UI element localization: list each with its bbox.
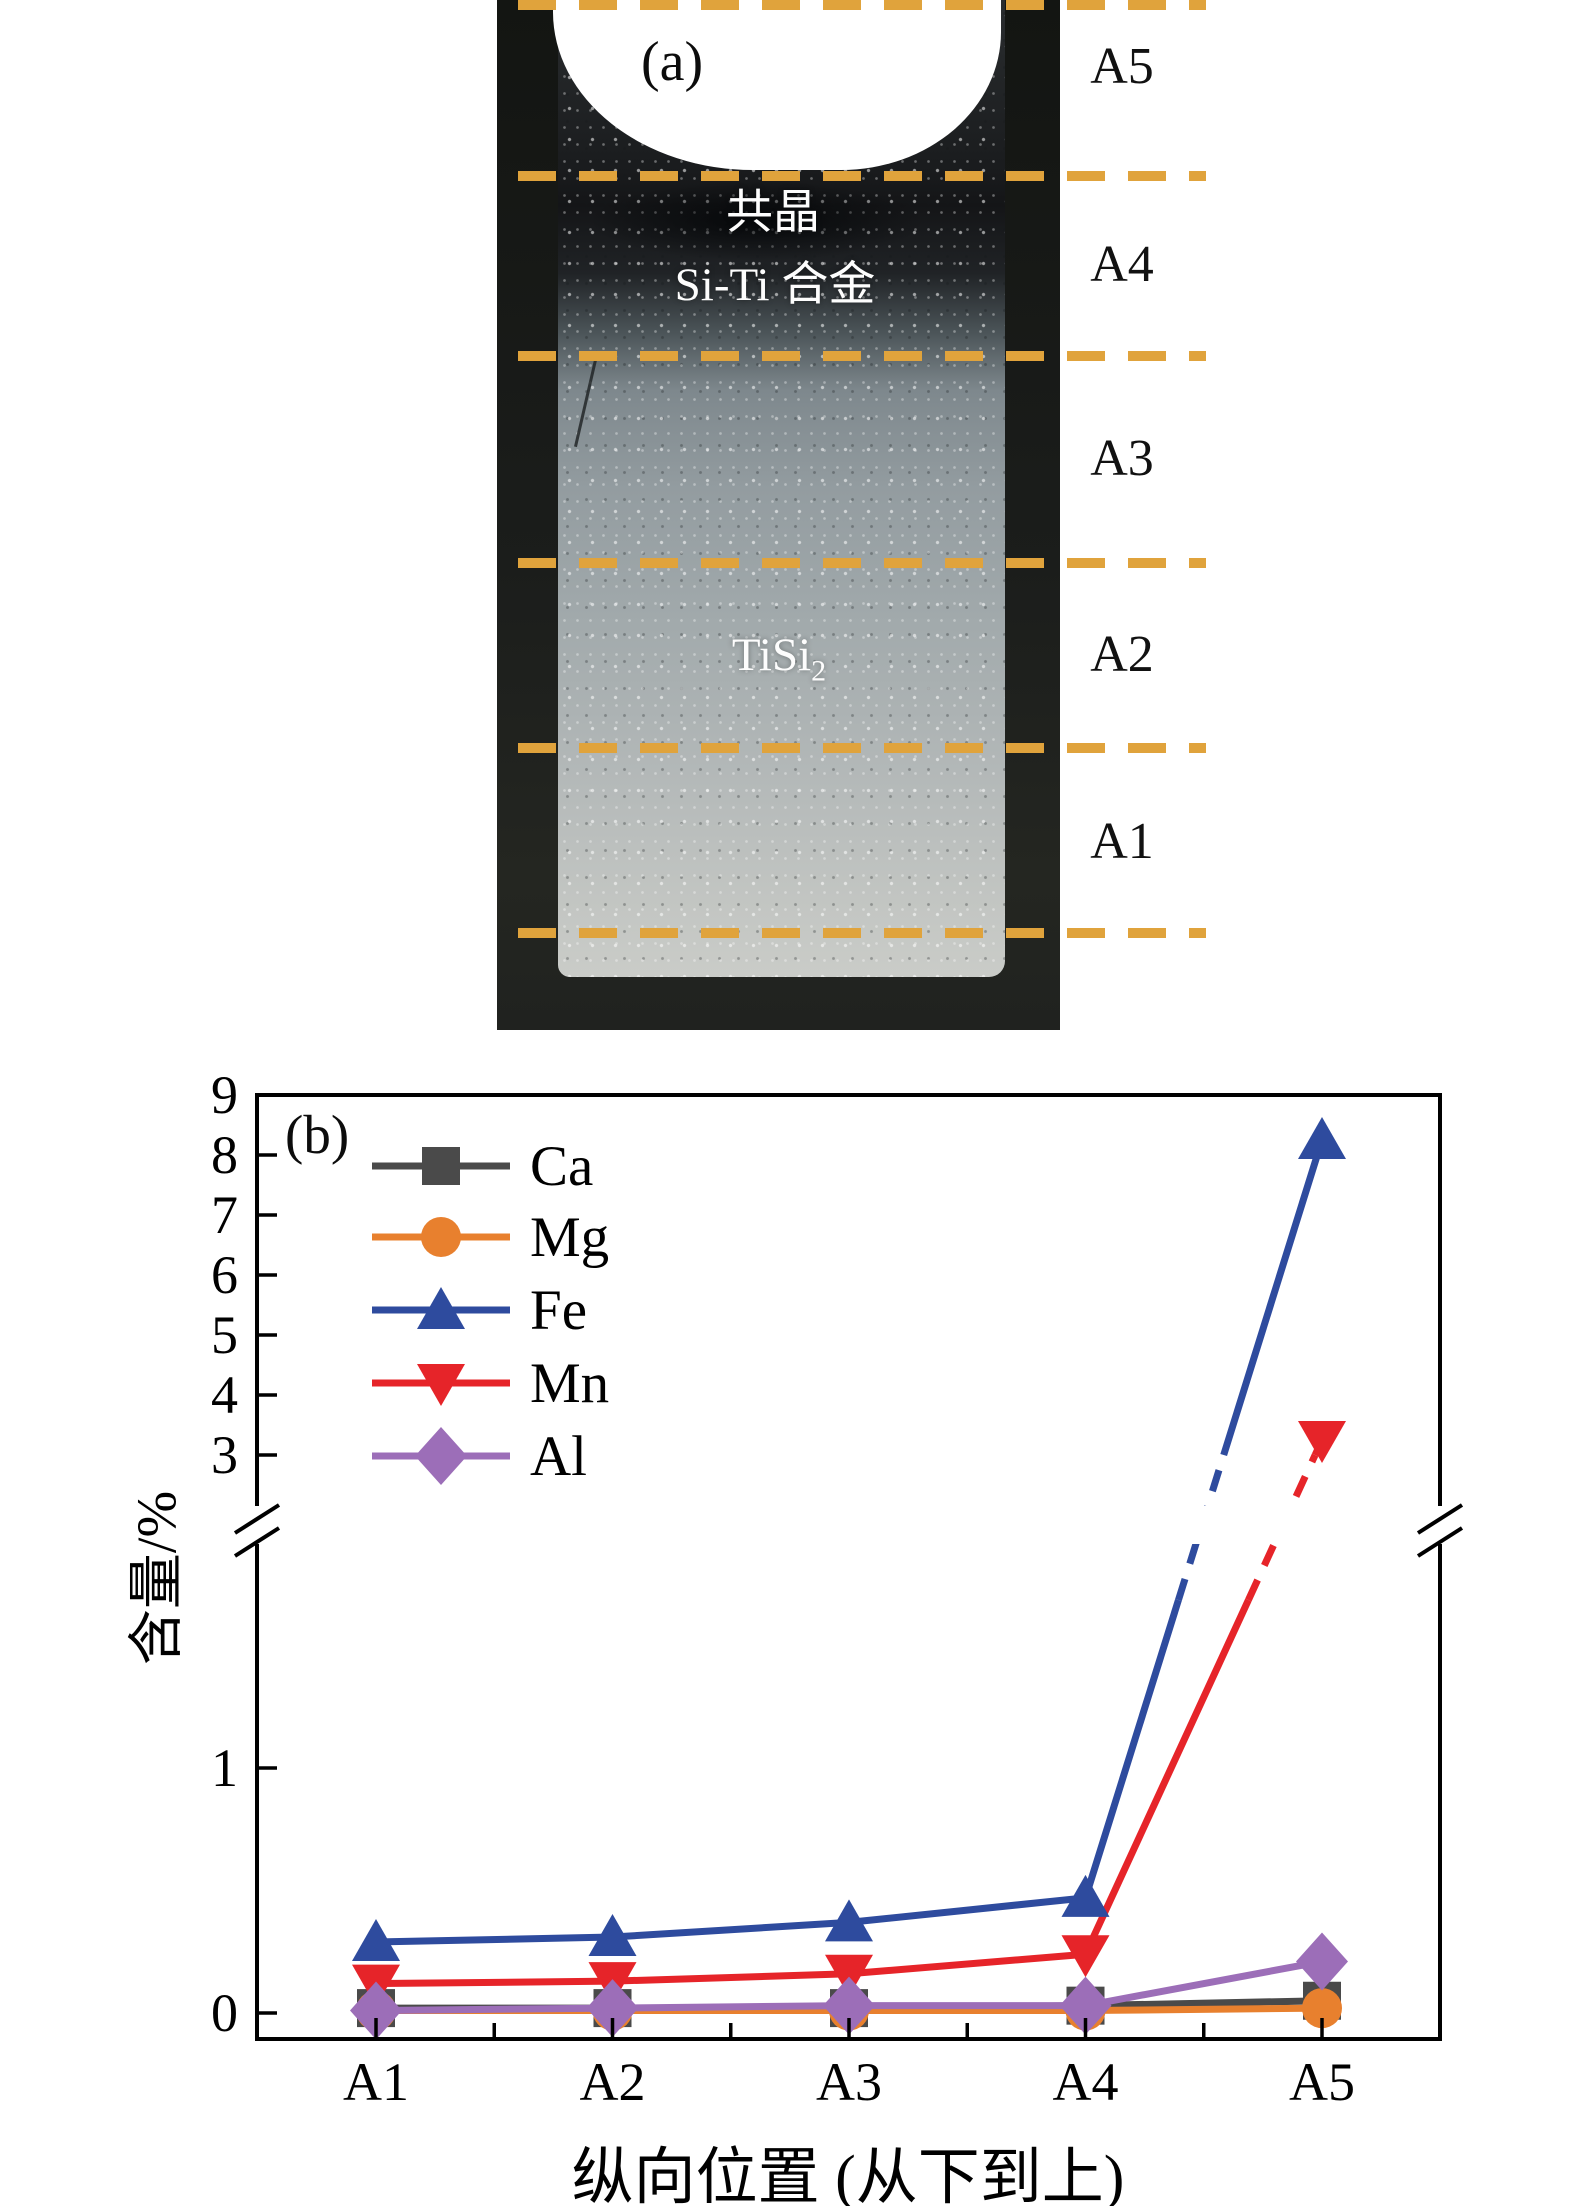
legend-marker-Fe xyxy=(417,1287,465,1329)
y-tick-label-5: 5 xyxy=(211,1305,238,1365)
marker-Al-A3 xyxy=(823,1976,875,2035)
marker-Fe-A5 xyxy=(1298,1117,1346,1159)
legend-label-Ca: Ca xyxy=(530,1135,593,1198)
phase-subscript: 2 xyxy=(811,654,827,688)
y-tick-label-3: 3 xyxy=(211,1425,238,1485)
axis-break-mark-2 xyxy=(1416,1503,1464,1535)
axis-break-mark-3 xyxy=(1416,1526,1464,1558)
zone-divider-line-1 xyxy=(518,0,1206,10)
marker-Fe-A1 xyxy=(352,1918,400,1961)
y-tick-label-7: 7 xyxy=(211,1185,238,1245)
series-line-Fe xyxy=(848,1894,1086,1926)
panel-a-label: (a) xyxy=(641,31,704,93)
series-line-Fe xyxy=(612,1918,850,1941)
annotation-phase-tisi2: TiSi2 xyxy=(731,629,826,686)
annotation-eutectic-line2: Si-Ti 合金 xyxy=(674,259,876,311)
series-line-Mn xyxy=(612,1970,850,1985)
panel-a-photo: (a) 共晶 Si-Ti 合金 TiSi2 A5 A4 A3 A2 A1 xyxy=(0,0,1575,1060)
series-line-Fe xyxy=(375,1933,613,1946)
annotation-eutectic-line1: 共晶 xyxy=(726,187,820,239)
series-line-Fe xyxy=(1220,1138,1326,1457)
zone-divider-line-6 xyxy=(518,928,1206,938)
zone-divider-line-4 xyxy=(518,558,1206,568)
zone-divider-line-2 xyxy=(518,171,1206,181)
marker-Al-A5 xyxy=(1296,1932,1348,1991)
series-line-Mn xyxy=(375,1977,613,1988)
axis-break-mark-0 xyxy=(233,1503,281,1535)
zone-divider-line-3 xyxy=(518,351,1206,361)
marker-Al-A4 xyxy=(1059,1976,1112,2035)
y-tick-label-6: 6 xyxy=(211,1245,238,1305)
marker-Mn-A4 xyxy=(1061,1935,1110,1978)
x-tick-label-A4: A4 xyxy=(1053,2052,1119,2112)
legend-marker-Ca xyxy=(422,1147,460,1185)
x-tick-label-A5: A5 xyxy=(1289,2052,1355,2112)
marker-Mn-A5 xyxy=(1298,1421,1346,1463)
series-line-Mn xyxy=(1082,1598,1252,1956)
series-line-Al xyxy=(612,2002,850,2012)
zone-divider-line-5 xyxy=(518,743,1206,753)
axis-break-mark-1 xyxy=(233,1526,281,1558)
marker-Al-A1 xyxy=(350,1981,402,2040)
marker-Fe-A3 xyxy=(825,1899,873,1942)
marker-Fe-A2 xyxy=(588,1914,637,1957)
panel-b-label: (b) xyxy=(285,1104,349,1165)
legend-label-Al: Al xyxy=(530,1425,587,1488)
marker-Mn-A3 xyxy=(825,1954,873,1997)
y-tick-label-0: 0 xyxy=(211,1983,238,2043)
x-tick-label-A2: A2 xyxy=(580,2052,646,2112)
y-axis-title: 含量/% xyxy=(126,1490,189,1666)
axis-break-band xyxy=(259,1506,1438,1544)
zone-label-a4: A4 xyxy=(1090,236,1154,293)
y-tick-label-4: 4 xyxy=(211,1365,238,1425)
legend-label-Mn: Mn xyxy=(530,1352,609,1415)
marker-Fe-A4 xyxy=(1061,1874,1110,1917)
legend-marker-Mn xyxy=(417,1364,465,1406)
legend-marker-Al xyxy=(415,1427,467,1485)
series-line-Fe xyxy=(1082,1598,1182,1899)
series-line-Mn xyxy=(848,1950,1086,1978)
marker-Mg-A5 xyxy=(1302,1988,1342,2029)
zone-label-a3: A3 xyxy=(1090,430,1154,487)
x-tick-label-A1: A1 xyxy=(343,2052,409,2112)
series-line-Fe-break-dash xyxy=(1175,1453,1228,1602)
legend-label-Mg: Mg xyxy=(530,1206,609,1269)
x-axis-title: 纵向位置 (从下到上) xyxy=(571,2144,1125,2206)
y-tick-label-9: 9 xyxy=(211,1065,238,1125)
y-tick-label-1: 1 xyxy=(211,1738,238,1798)
legend-marker-Mg xyxy=(421,1217,461,1257)
series-line-Al xyxy=(375,2004,613,2015)
legend-label-Fe: Fe xyxy=(530,1279,587,1342)
zone-label-a5: A5 xyxy=(1090,38,1154,95)
zone-label-a2: A2 xyxy=(1090,626,1154,683)
series-line-Al xyxy=(1084,1958,1323,2010)
phase-base-text: TiSi xyxy=(731,629,812,681)
marker-Al-A2 xyxy=(586,1979,639,2038)
series-line-Mg xyxy=(1085,2004,1323,2015)
eutectic-dark-band xyxy=(592,182,922,260)
series-line-Ca xyxy=(1085,1997,1323,2010)
y-tick-label-8: 8 xyxy=(211,1125,238,1185)
x-tick-label-A3: A3 xyxy=(816,2052,882,2112)
zone-label-a1: A1 xyxy=(1090,813,1154,870)
